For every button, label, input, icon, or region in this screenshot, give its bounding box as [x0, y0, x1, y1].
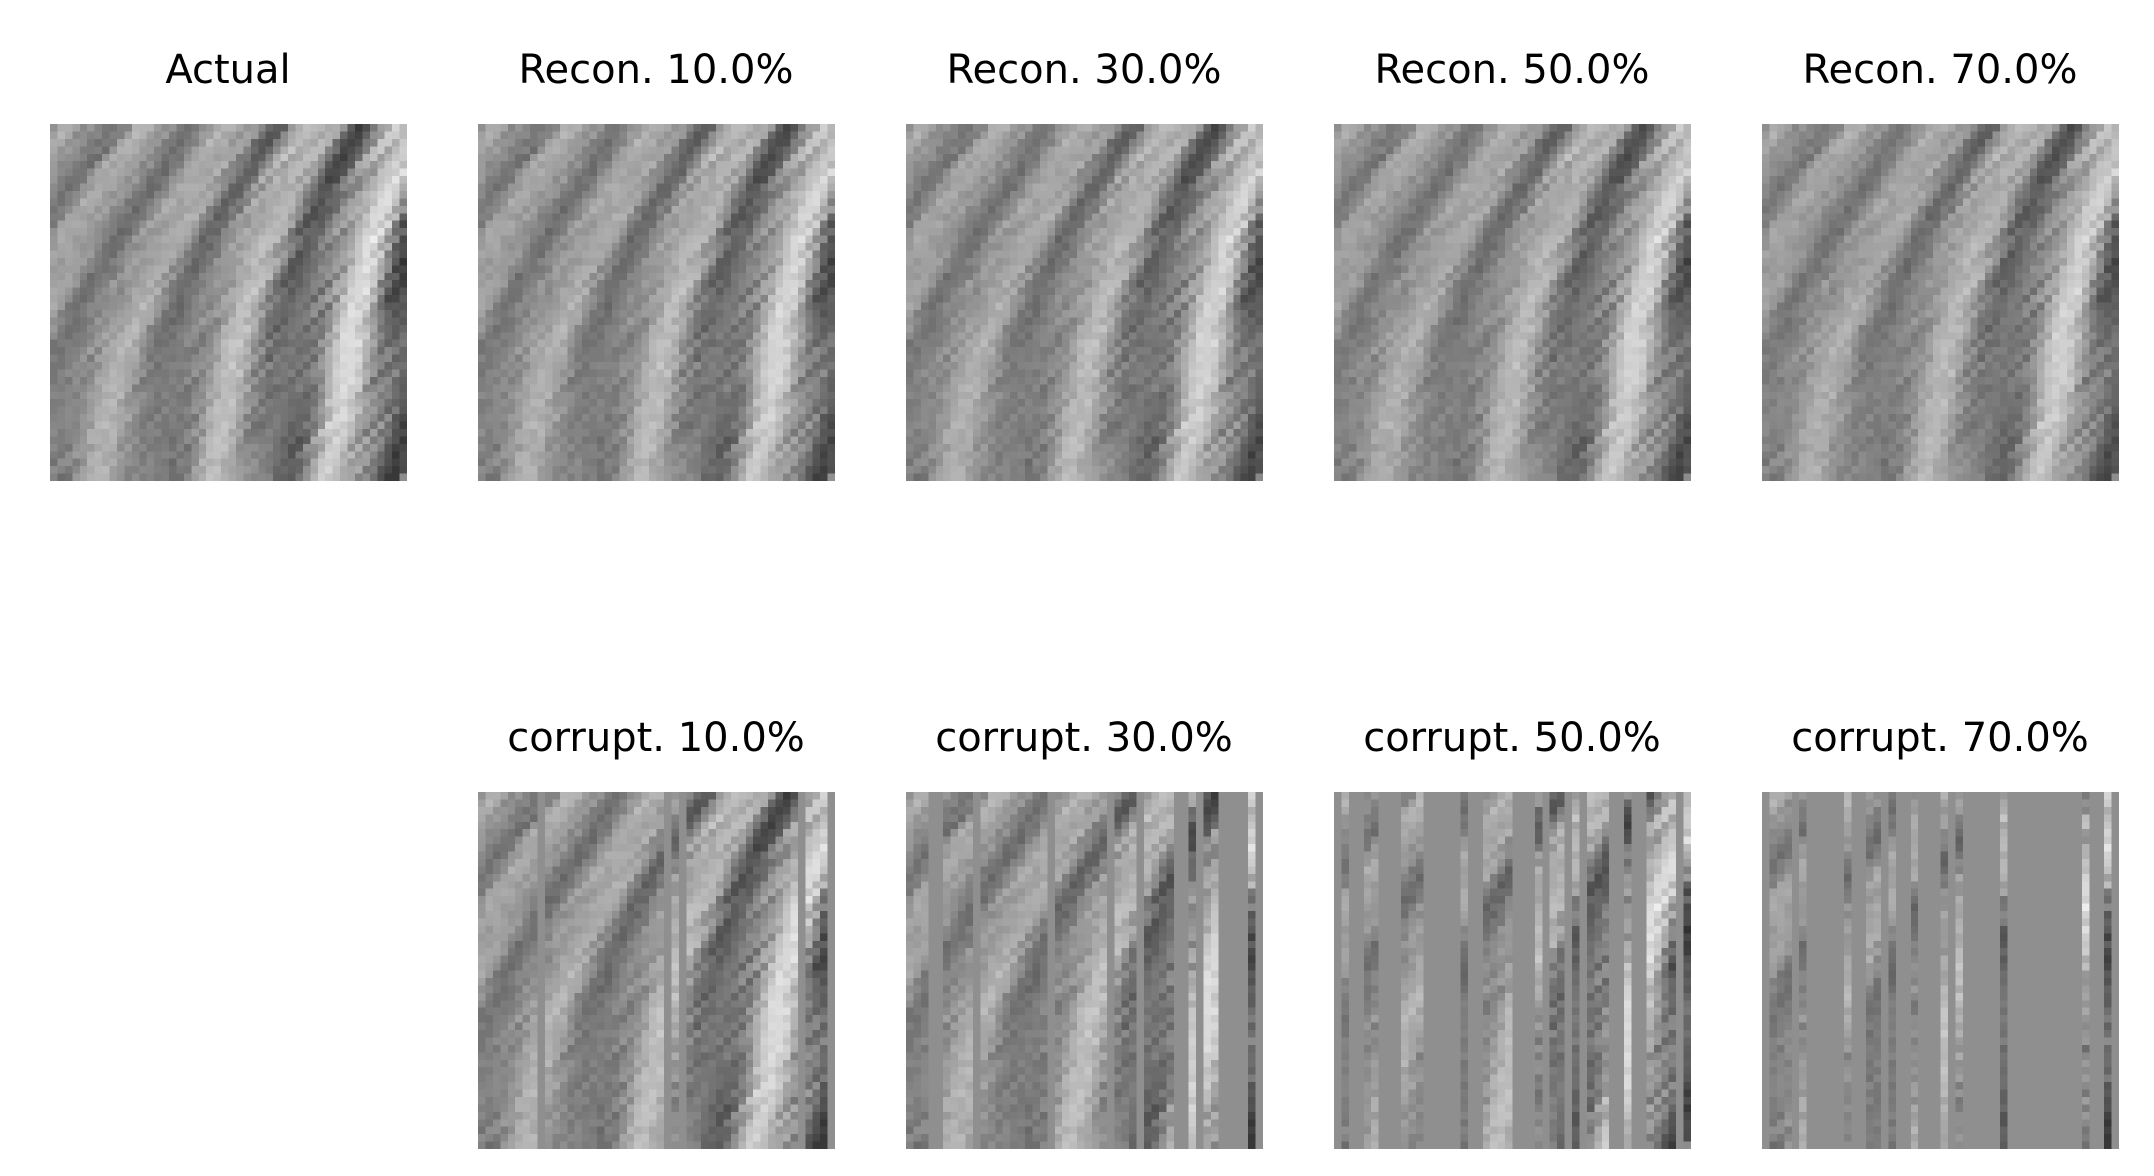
- image-recon-70: [1762, 124, 2119, 481]
- panel-title-recon-70: Recon. 70.0%: [1760, 46, 2120, 94]
- image-corrupt-30: [906, 792, 1263, 1149]
- panel-title-corrupt-50: corrupt. 50.0%: [1332, 714, 1692, 762]
- panel-title-recon-50: Recon. 50.0%: [1332, 46, 1692, 94]
- image-corrupt-50: [1334, 792, 1691, 1149]
- panel-title-actual: Actual: [48, 46, 408, 94]
- image-recon-10: [478, 124, 835, 481]
- image-corrupt-70: [1762, 792, 2119, 1149]
- image-actual: [50, 124, 407, 481]
- panel-title-corrupt-10: corrupt. 10.0%: [476, 714, 836, 762]
- panel-title-corrupt-30: corrupt. 30.0%: [904, 714, 1264, 762]
- image-recon-50: [1334, 124, 1691, 481]
- image-recon-30: [906, 124, 1263, 481]
- image-corrupt-10: [478, 792, 835, 1149]
- panel-title-corrupt-70: corrupt. 70.0%: [1760, 714, 2120, 762]
- panel-title-recon-30: Recon. 30.0%: [904, 46, 1264, 94]
- panel-title-recon-10: Recon. 10.0%: [476, 46, 836, 94]
